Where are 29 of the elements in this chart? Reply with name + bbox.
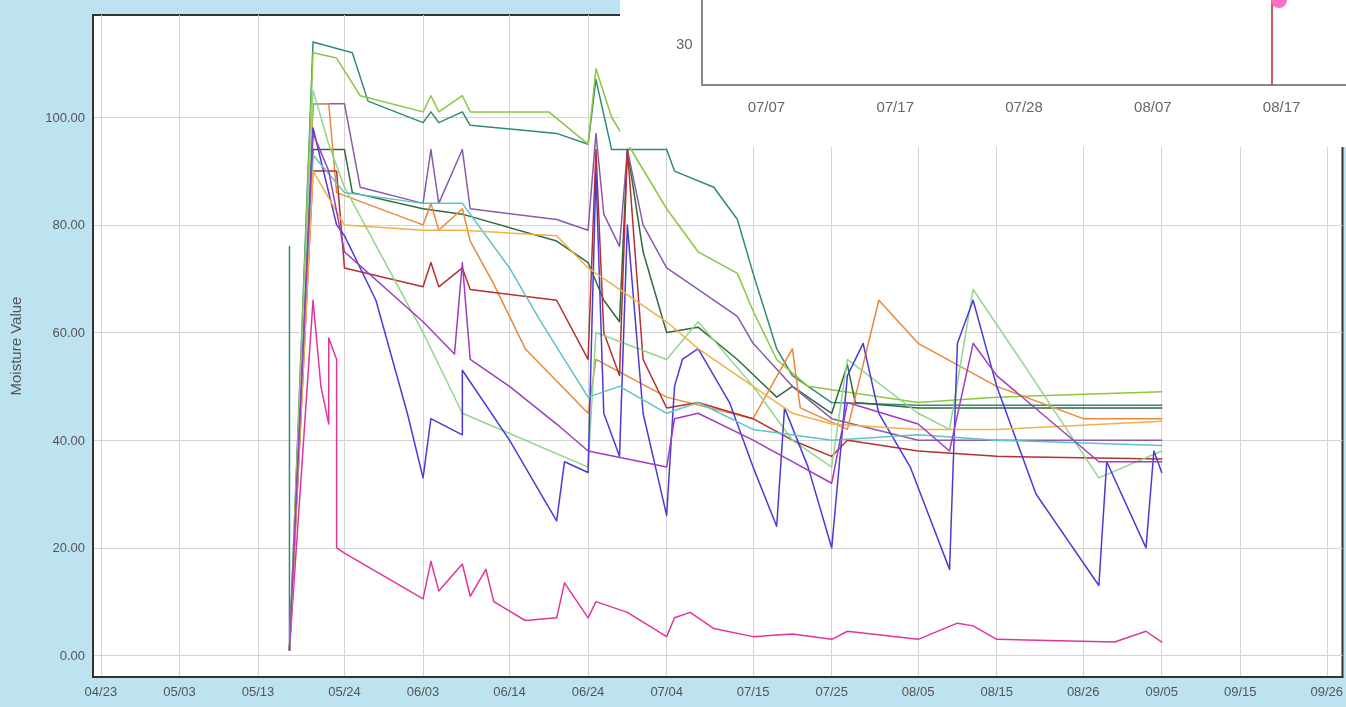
category-label: 08/17 [1262,98,1301,115]
x-tick-label: 06/24 [571,684,605,699]
x-tick-label: 09/15 [1224,684,1257,699]
y-tick-label: 100.00 [45,109,85,125]
y-axis-title: Moisture Value [7,296,24,396]
x-tick-label: 09/26 [1310,684,1344,699]
category-label: 07/07 [747,98,786,115]
x-tick-label: 07/15 [736,684,770,699]
y-tick-label: 0.00 [59,647,85,663]
x-tick-label: 09/05 [1145,684,1179,699]
x-tick-label: 08/15 [980,684,1013,699]
x-tick-label: 04/23 [84,684,118,699]
x-tick-label: 07/04 [650,684,683,699]
x-tick-label: 05/24 [328,684,361,699]
y-tick-label: 20.00 [52,540,85,556]
y-tick-label: 40.00 [52,432,85,448]
x-tick-label: 05/13 [241,684,275,699]
x-tick-label: 08/05 [901,684,935,699]
category-label: 07/28 [1005,98,1043,115]
category-label: 08/07 [1134,98,1172,115]
x-tick-label: 06/14 [493,684,526,699]
annotation: 30 [676,35,693,52]
x-tick-label: 06/03 [406,684,440,699]
x-tick-label: 07/25 [815,684,848,699]
x-tick-label: 05/03 [163,684,196,699]
category-label: 07/17 [876,98,914,115]
y-tick-label: 60.00 [52,325,85,341]
y-tick-label: 80.00 [52,217,85,233]
x-tick-label: 08/26 [1066,684,1100,699]
